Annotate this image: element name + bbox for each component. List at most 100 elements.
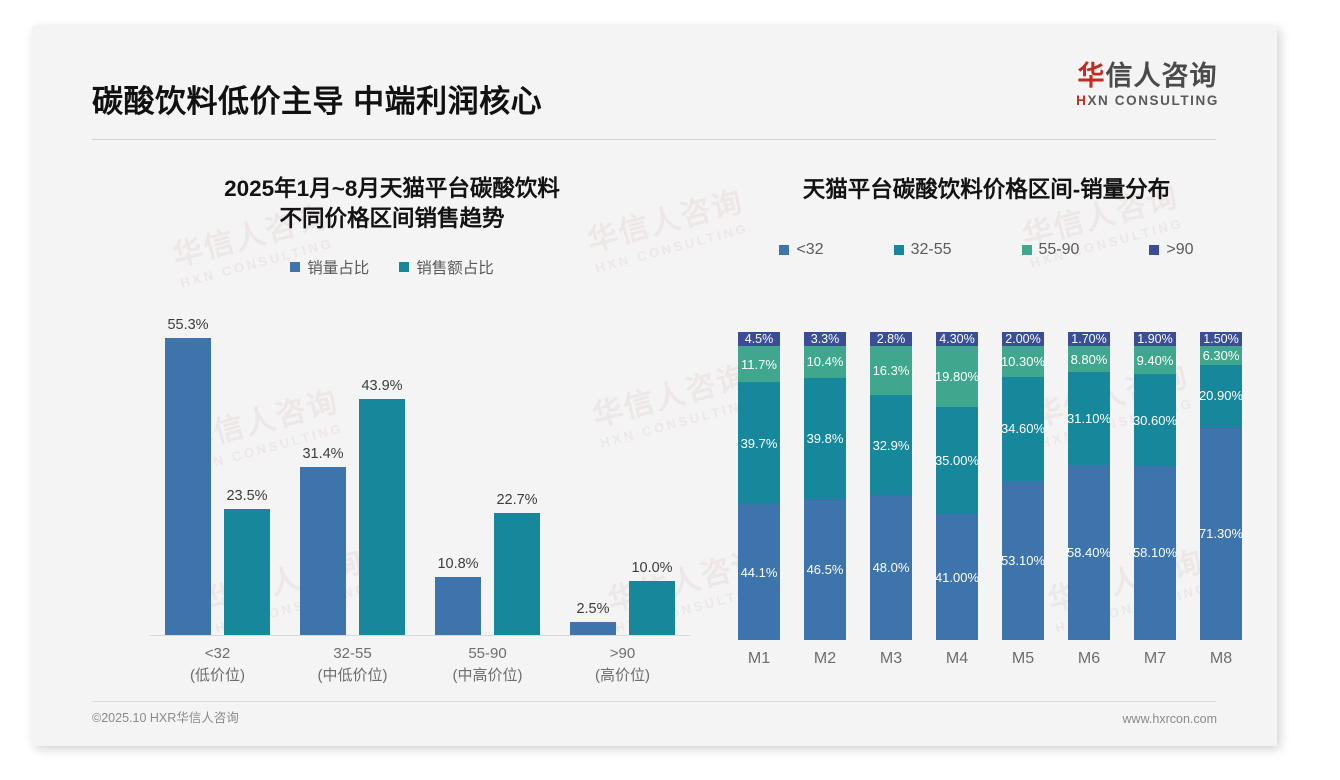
bar-groups: 55.3% 23.5% 31.4% 43.9% 10.8% 22.7% 2.5% 10.0% bbox=[150, 314, 690, 635]
stack-segment[interactable]: 48.0% bbox=[870, 494, 912, 640]
x-axis-line bbox=[150, 635, 690, 636]
stack-segment[interactable]: 10.30% bbox=[1001, 346, 1045, 377]
legend-item[interactable]: <32 bbox=[779, 241, 824, 259]
stack-segment[interactable]: 19.80% bbox=[934, 346, 980, 407]
stack-segment[interactable]: 35.00% bbox=[935, 406, 979, 515]
legend-swatch-icon bbox=[399, 262, 410, 273]
stack-segment[interactable]: 4.5% bbox=[738, 332, 780, 346]
stack-segment[interactable]: 6.30% bbox=[1200, 346, 1242, 365]
stack-segment[interactable]: 2.00% bbox=[1002, 332, 1044, 346]
x-axis-tick: M6 bbox=[1077, 650, 1101, 667]
stacked-bar[interactable]: 4.30% 19.80% 35.00% 41.00% bbox=[934, 332, 980, 640]
x-tick-secondary: (低价位) bbox=[190, 666, 245, 684]
bar[interactable] bbox=[570, 621, 616, 635]
stack-segment[interactable]: 32.9% bbox=[870, 395, 912, 495]
stack-segment[interactable]: 34.60% bbox=[1001, 376, 1045, 481]
stack-segment[interactable]: 41.00% bbox=[935, 514, 979, 640]
stack-segment[interactable]: 53.10% bbox=[1001, 480, 1045, 640]
x-axis-tick: M4 bbox=[945, 650, 969, 667]
x-tick-primary: >90 bbox=[609, 645, 636, 662]
stacked-bar[interactable]: 2.00% 10.30% 34.60% 53.10% bbox=[1001, 332, 1045, 640]
chart-panel-sales-trend: 2025年1月~8月天猫平台碳酸饮料 不同价格区间销售趋势 销量占比 销售额占比… bbox=[92, 154, 692, 714]
bar[interactable] bbox=[494, 513, 540, 635]
bar-column[interactable]: 23.5% bbox=[224, 314, 270, 635]
segment-value-label: 2.00% bbox=[1005, 332, 1041, 346]
segment-value-label: 58.40% bbox=[1066, 545, 1112, 561]
stack-segment[interactable]: 58.10% bbox=[1133, 465, 1177, 640]
stack-segment[interactable]: 4.30% bbox=[936, 332, 978, 346]
stack-segment[interactable]: 39.8% bbox=[804, 377, 846, 499]
stack-segment[interactable]: 2.8% bbox=[870, 332, 912, 346]
stack-segment[interactable]: 30.60% bbox=[1133, 374, 1177, 466]
segment-value-label: 16.3% bbox=[872, 363, 910, 379]
legend-swatch-icon bbox=[1149, 245, 1160, 256]
bar-value-label: 31.4% bbox=[302, 445, 344, 462]
bar-column[interactable]: 55.3% bbox=[165, 314, 211, 635]
stack-segment[interactable]: 39.7% bbox=[738, 382, 780, 505]
bar[interactable] bbox=[629, 581, 675, 635]
legend-label: 销量占比 bbox=[307, 260, 370, 278]
stack-segment[interactable]: 10.4% bbox=[804, 346, 846, 378]
bar-value-label: 22.7% bbox=[496, 492, 538, 509]
stacked-bar-chart: 4.5% 11.7% 39.7% 44.1% 3.3% 10.4% 39.8% 46.5% 2.… bbox=[726, 332, 1254, 687]
bar-value-label: 43.9% bbox=[361, 378, 403, 395]
legend-item[interactable]: 销量占比 bbox=[290, 256, 369, 278]
stack-segment[interactable]: 3.3% bbox=[804, 332, 846, 346]
stacked-bar[interactable]: 1.50% 6.30% 20.90% 71.30% bbox=[1199, 332, 1243, 640]
stack-segment[interactable]: 1.90% bbox=[1134, 332, 1176, 346]
stacked-bar[interactable]: 2.8% 16.3% 32.9% 48.0% bbox=[870, 332, 912, 640]
stack-segment[interactable]: 20.90% bbox=[1199, 364, 1243, 428]
bar-column[interactable]: 10.0% bbox=[629, 314, 675, 635]
bar[interactable] bbox=[165, 338, 211, 635]
stacked-bar[interactable]: 3.3% 10.4% 39.8% 46.5% bbox=[804, 332, 846, 640]
logo-chinese-text: 华信人咨询 bbox=[1076, 62, 1219, 90]
stacked-bar[interactable]: 1.90% 9.40% 30.60% 58.10% bbox=[1133, 332, 1177, 640]
stacked-bar[interactable]: 4.5% 11.7% 39.7% 44.1% bbox=[738, 332, 780, 640]
bar[interactable] bbox=[224, 508, 270, 635]
segment-value-label: 48.0% bbox=[872, 559, 910, 575]
footer-divider bbox=[92, 701, 1216, 702]
stack-segment[interactable]: 1.70% bbox=[1068, 332, 1110, 346]
stack-column: 2.00% 10.30% 34.60% 53.10% bbox=[990, 332, 1056, 640]
stacked-bar[interactable]: 1.70% 8.80% 31.10% 58.40% bbox=[1066, 332, 1112, 640]
logo-cn-first-char: 华 bbox=[1077, 61, 1106, 91]
bar-column[interactable]: 2.5% bbox=[570, 314, 616, 635]
bar[interactable] bbox=[435, 577, 481, 635]
stack-segment[interactable]: 8.80% bbox=[1068, 346, 1110, 373]
legend-item[interactable]: 销售额占比 bbox=[399, 256, 494, 278]
bar-column[interactable]: 10.8% bbox=[435, 314, 481, 635]
slide-header: 碳酸饮料低价主导 中端利润核心 华信人咨询 HXN CONSULTING bbox=[32, 26, 1277, 141]
legend-item[interactable]: >90 bbox=[1149, 241, 1194, 259]
segment-value-label: 10.4% bbox=[806, 354, 844, 370]
bar[interactable] bbox=[359, 399, 405, 635]
chart-title-left-line2: 不同价格区间销售趋势 bbox=[279, 206, 505, 232]
stack-columns: 4.5% 11.7% 39.7% 44.1% 3.3% 10.4% 39.8% 46.5% 2.… bbox=[726, 332, 1254, 640]
legend-item[interactable]: 32-55 bbox=[893, 241, 952, 259]
legend-label: <32 bbox=[796, 241, 824, 259]
x-axis-tick: <32 (低价位) bbox=[150, 638, 285, 684]
stack-segment[interactable]: 31.10% bbox=[1067, 372, 1111, 466]
bar[interactable] bbox=[300, 466, 346, 635]
segment-value-label: 19.80% bbox=[934, 368, 980, 384]
bar-column[interactable]: 43.9% bbox=[359, 314, 405, 635]
stack-segment[interactable]: 44.1% bbox=[738, 504, 780, 640]
x-axis-tick: M1 bbox=[747, 650, 771, 667]
stack-segment[interactable]: 46.5% bbox=[804, 498, 846, 640]
stack-column: 1.70% 8.80% 31.10% 58.40% bbox=[1056, 332, 1122, 640]
stack-segment[interactable]: 58.40% bbox=[1066, 465, 1112, 640]
logo-en-rest: XN CONSULTING bbox=[1087, 93, 1219, 109]
stack-segment[interactable]: 11.7% bbox=[738, 346, 780, 383]
stack-segment[interactable]: 16.3% bbox=[870, 346, 912, 396]
logo-cn-rest: 信人咨询 bbox=[1105, 61, 1218, 91]
x-axis-tick: M7 bbox=[1143, 650, 1167, 667]
grouped-bar-chart: 55.3% 23.5% 31.4% 43.9% 10.8% 22.7% 2.5% 10.0% … bbox=[150, 314, 690, 684]
legend-item[interactable]: 55-90 bbox=[1021, 241, 1079, 259]
stack-segment[interactable]: 9.40% bbox=[1134, 346, 1176, 375]
segment-value-label: 46.5% bbox=[806, 561, 844, 577]
x-tick-secondary: (中低价位) bbox=[317, 666, 388, 684]
stack-segment[interactable]: 1.50% bbox=[1200, 332, 1242, 346]
bar-column[interactable]: 31.4% bbox=[300, 314, 346, 635]
stack-segment[interactable]: 71.30% bbox=[1199, 427, 1243, 640]
bar-column[interactable]: 22.7% bbox=[494, 314, 540, 635]
x-axis-tick: >90 (高价位) bbox=[555, 638, 690, 684]
